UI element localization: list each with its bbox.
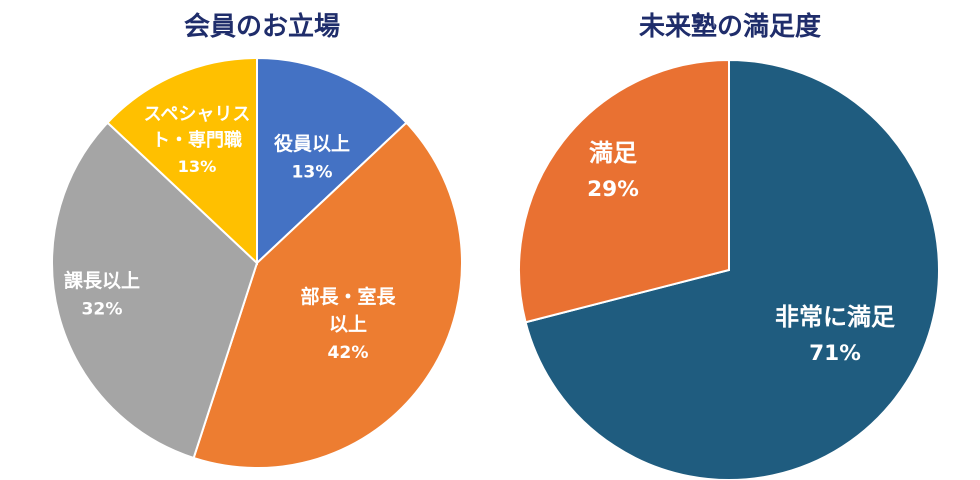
pie1-slice-4 (106, 56, 258, 266)
pie1-slice-4-name-label: スペシャリス (144, 104, 251, 125)
pie1-slice-4-name-label: ト・専門職 (152, 129, 242, 151)
pie2-slice-1-name-label: 非常に満足 (775, 303, 895, 331)
pie2-slice-2-name-label: 満足 (589, 139, 637, 167)
pie2-slice-1 (524, 58, 940, 480)
pie1-slice-3-name-label: 課長以上 (64, 269, 140, 292)
pie1-slice-3-value-label: 32% (82, 300, 123, 320)
pie1-slice-2 (192, 121, 463, 469)
pie2-slice-1-value-label: 71% (809, 341, 861, 366)
pie1-slice-2-name-label: 以上 (329, 314, 367, 336)
pie2-slice-2-value-label: 29% (587, 177, 639, 202)
pie1-slice-1 (256, 56, 408, 266)
pie2-slice-2 (518, 58, 730, 324)
pie1-slice-4-value-label: 13% (178, 157, 217, 176)
pie1-slice-3 (51, 121, 259, 460)
pie1-slice-1-value-label: 13% (292, 163, 333, 183)
chart-title-satisfaction: 未来塾の満足度 (638, 12, 821, 42)
chart-title-member-position: 会員のお立場 (183, 12, 340, 42)
pie1-slice-2-name-label: 部長・室長 (300, 285, 396, 308)
pie1-slice-2-value-label: 42% (328, 343, 369, 363)
pie1-slice-1-name-label: 役員以上 (274, 132, 350, 155)
